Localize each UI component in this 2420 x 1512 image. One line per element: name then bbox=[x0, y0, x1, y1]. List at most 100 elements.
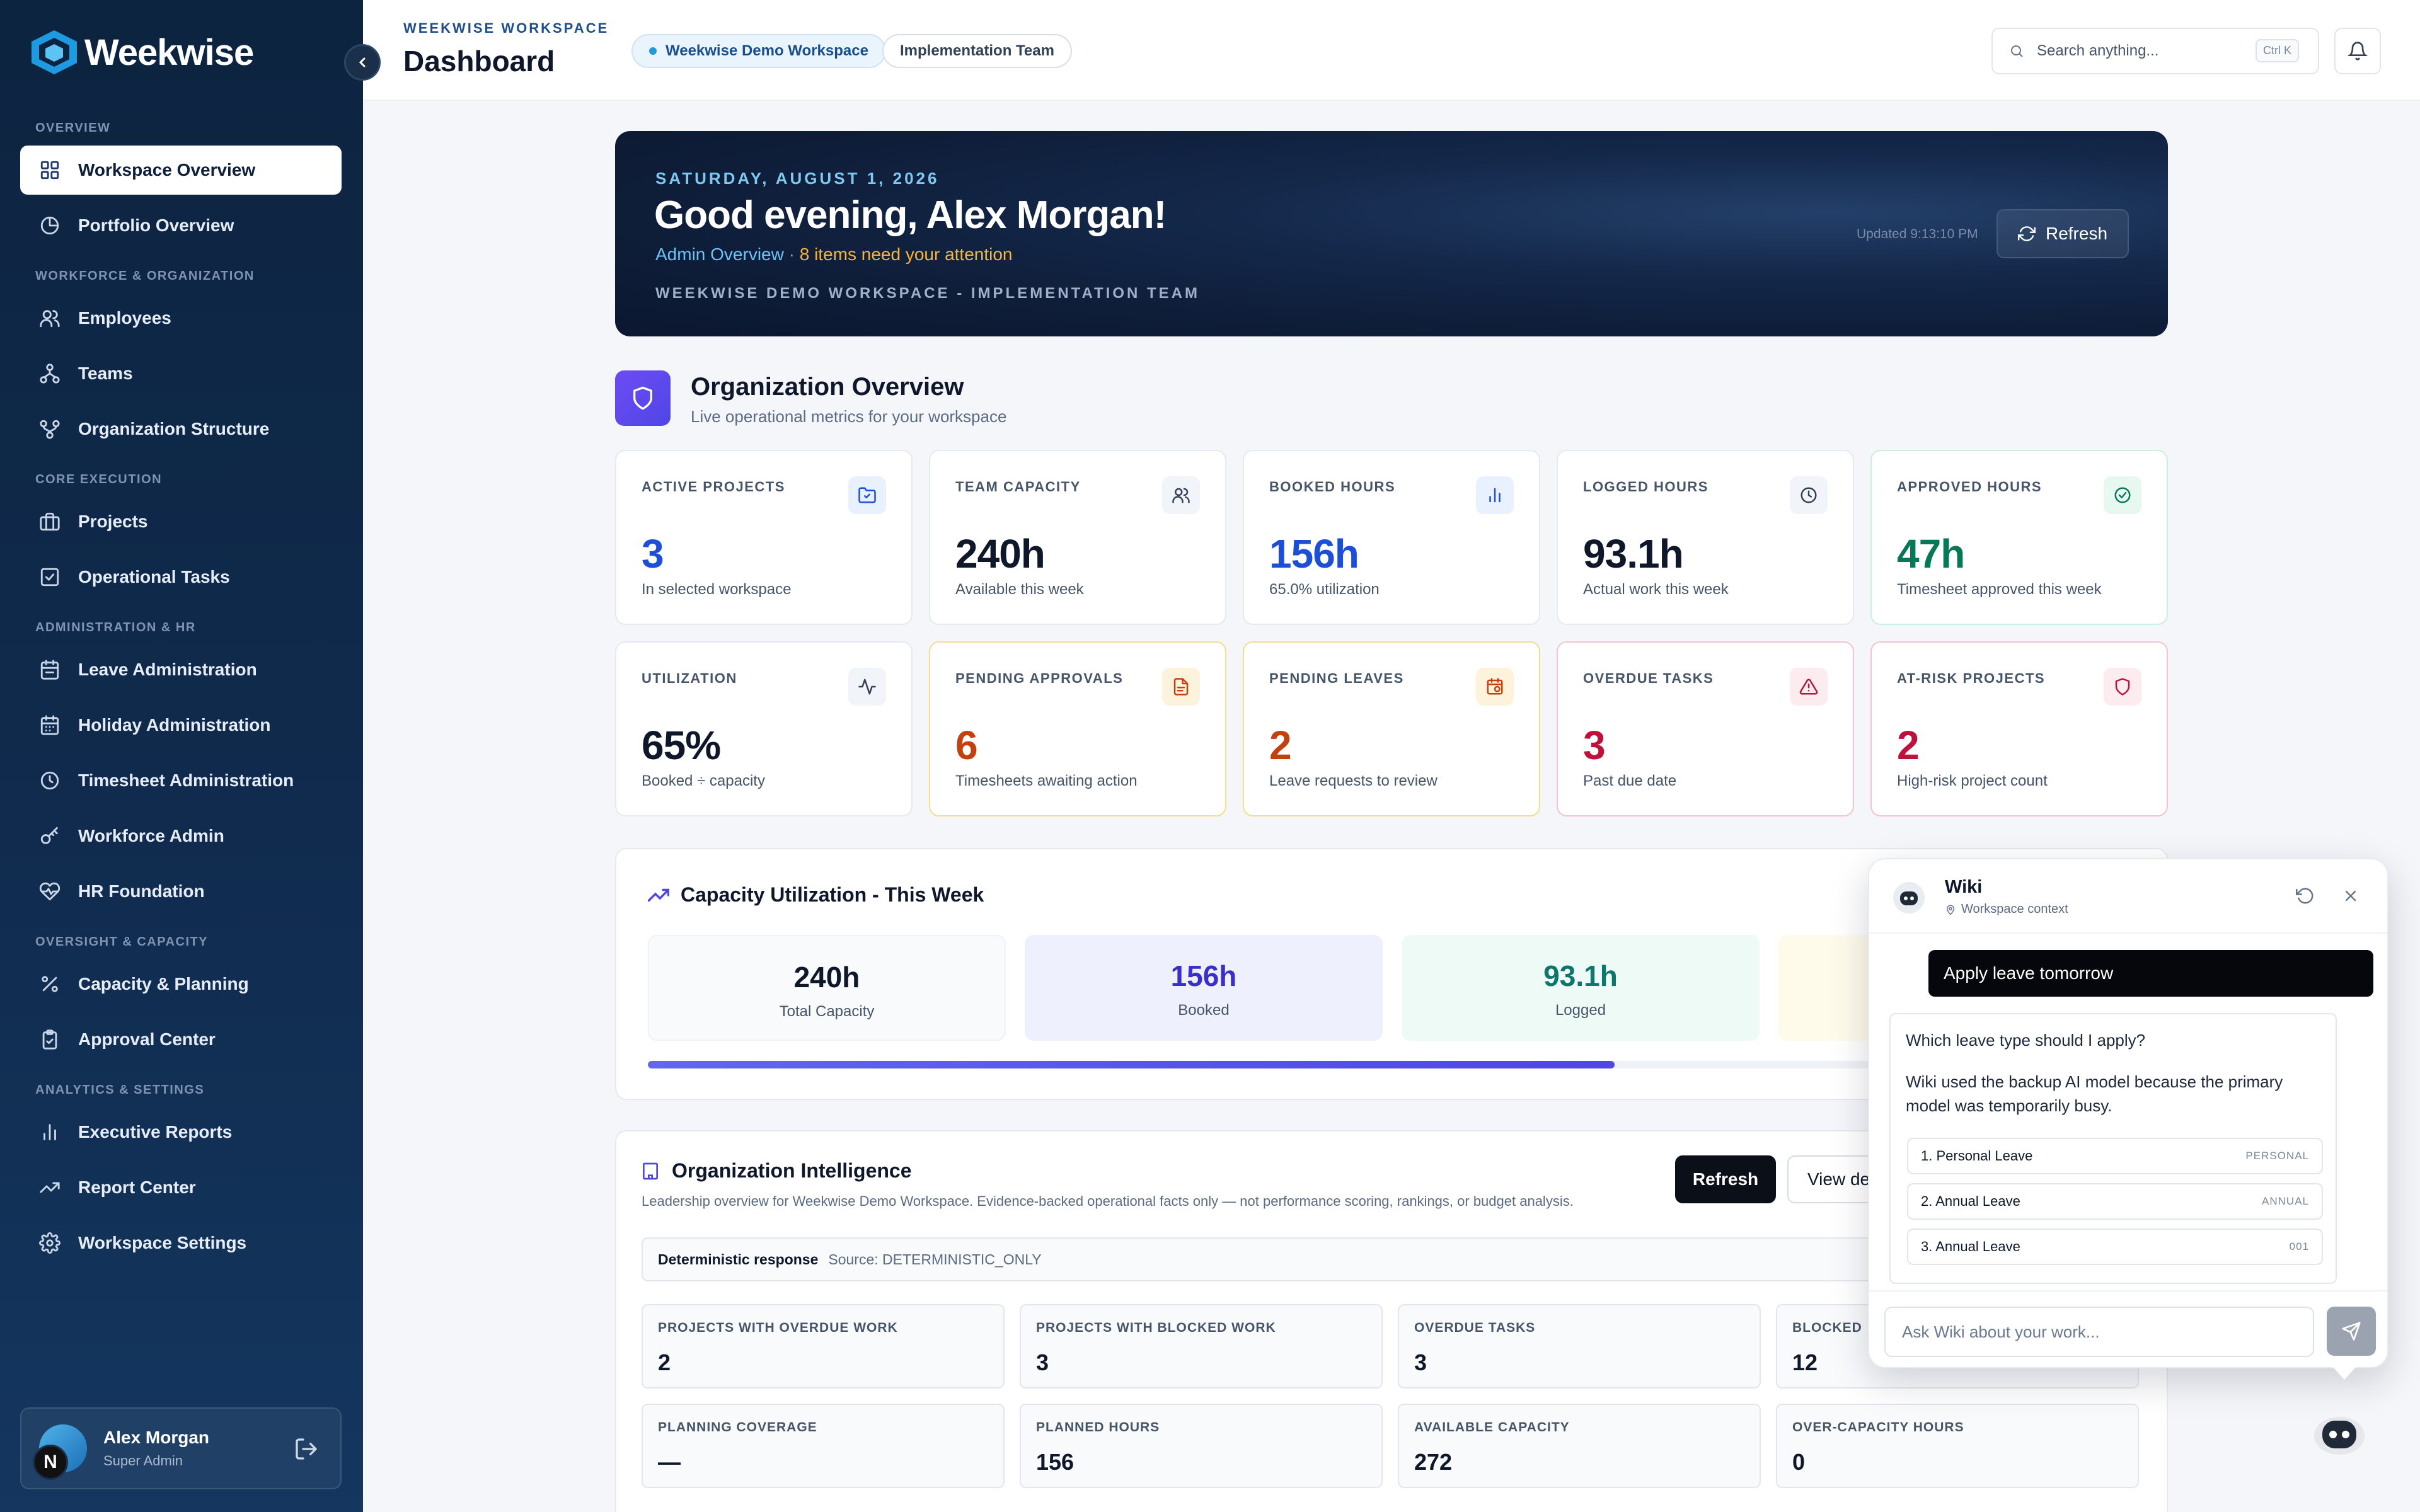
metric-card-booked-hours[interactable]: BOOKED HOURS 156h 65.0% utilization bbox=[1243, 450, 1540, 625]
stat-booked: 156h Booked bbox=[1025, 935, 1383, 1041]
leave-option-label: 3. Annual Leave bbox=[1921, 1239, 2020, 1254]
briefcase-icon bbox=[40, 512, 60, 531]
sidebar-item-employees[interactable]: Employees bbox=[20, 294, 342, 343]
sidebar-item-organization-structure[interactable]: Organization Structure bbox=[20, 404, 342, 454]
metric-label: OVERDUE TASKS bbox=[1414, 1320, 1536, 1335]
sidebar-item-capacity-planning[interactable]: Capacity & Planning bbox=[20, 959, 342, 1009]
stat-logged: 93.1h Logged bbox=[1402, 935, 1760, 1041]
leave-option[interactable]: 1. Personal Leave PERSONAL bbox=[1907, 1138, 2323, 1174]
sidebar-item-executive-reports[interactable]: Executive Reports bbox=[20, 1108, 342, 1157]
avatar: N bbox=[33, 1424, 87, 1480]
stat-value: 93.1h bbox=[1543, 959, 1618, 992]
metric-card-active-projects[interactable]: ACTIVE PROJECTS 3 In selected workspace bbox=[615, 450, 913, 625]
sidebar-item-timesheet-administration[interactable]: Timesheet Administration bbox=[20, 756, 342, 805]
top-bar: WEEKWISE WORKSPACE Dashboard Weekwise De… bbox=[363, 0, 2420, 101]
stat-total-capacity: 240h Total Capacity bbox=[648, 935, 1006, 1041]
sidebar-item-operational-tasks[interactable]: Operational Tasks bbox=[20, 553, 342, 602]
brand-name: Weekwise bbox=[84, 32, 254, 73]
trend-icon bbox=[40, 1182, 60, 1193]
wiki-title: Wiki bbox=[1945, 877, 1983, 897]
metric-label: PLANNING COVERAGE bbox=[658, 1420, 817, 1435]
breadcrumb[interactable]: WEEKWISE WORKSPACE bbox=[403, 20, 609, 36]
weekwise-logo-icon bbox=[32, 30, 77, 74]
overview-title: Organization Overview bbox=[691, 373, 964, 401]
workspace-chip[interactable]: Weekwise Demo Workspace bbox=[631, 34, 886, 68]
send-button[interactable] bbox=[2327, 1307, 2376, 1356]
metric-value: — bbox=[658, 1449, 681, 1475]
brand[interactable]: Weekwise bbox=[29, 29, 254, 76]
card-description: High-risk project count bbox=[1897, 772, 2048, 789]
metric-card-overdue-tasks[interactable]: OVERDUE TASKS 3 Past due date bbox=[1557, 641, 1854, 816]
metric-card-pending-leaves[interactable]: PENDING LEAVES 2 Leave requests to revie… bbox=[1243, 641, 1540, 816]
card-description: In selected workspace bbox=[642, 581, 792, 598]
metric-value: 0 bbox=[1792, 1449, 1806, 1475]
calendar-grid-icon-wrap bbox=[39, 714, 60, 736]
heart-icon bbox=[39, 882, 60, 901]
nav-section-workforce-organization: WORKFORCE & ORGANIZATION bbox=[35, 269, 255, 283]
clock-icon bbox=[40, 771, 59, 790]
utilization-progress-bar bbox=[648, 1061, 2135, 1068]
leave-option[interactable]: 2. Annual Leave ANNUAL bbox=[1907, 1183, 2323, 1220]
card-value: 6 bbox=[955, 723, 978, 768]
notifications-button[interactable] bbox=[2334, 28, 2381, 74]
wiki-chat-input[interactable]: Ask Wiki about your work... bbox=[1884, 1307, 2314, 1357]
org-structure-icon-wrap bbox=[39, 418, 60, 440]
metric-card-utilization[interactable]: UTILIZATION 65% Booked ÷ capacity bbox=[615, 641, 913, 816]
search-input[interactable]: Search anything... Ctrl K bbox=[1991, 28, 2319, 74]
pie-chart-icon bbox=[40, 216, 59, 235]
intelligence-refresh-button[interactable]: Refresh bbox=[1675, 1155, 1776, 1203]
hero-refresh-label: Refresh bbox=[2045, 224, 2108, 243]
leave-option-label: 1. Personal Leave bbox=[1921, 1148, 2033, 1164]
sidebar-item-portfolio-overview[interactable]: Portfolio Overview bbox=[20, 201, 342, 250]
sidebar-item-workforce-admin[interactable]: Workforce Admin bbox=[20, 811, 342, 861]
logout-icon[interactable] bbox=[294, 1436, 319, 1462]
refresh-icon bbox=[2017, 226, 2036, 241]
metric-card-at-risk-projects[interactable]: AT-RISK PROJECTS 2 High-risk project cou… bbox=[1870, 641, 2168, 816]
chevron-left-icon bbox=[359, 57, 366, 67]
sidebar-item-report-center[interactable]: Report Center bbox=[20, 1163, 342, 1212]
card-label: BOOKED HOURS bbox=[1269, 479, 1396, 495]
collapse-sidebar-button[interactable] bbox=[344, 44, 381, 81]
card-description: Past due date bbox=[1583, 772, 1677, 789]
card-label: OVERDUE TASKS bbox=[1583, 670, 1714, 686]
admin-overview-link[interactable]: Admin Overview bbox=[655, 244, 784, 264]
hero-refresh-button[interactable]: Refresh bbox=[1997, 209, 2129, 258]
sidebar-item-label: Workspace Overview bbox=[78, 160, 256, 180]
sidebar-item-workspace-overview[interactable]: Workspace Overview bbox=[20, 146, 342, 195]
user-message: Apply leave tomorrow bbox=[1928, 950, 2373, 997]
leave-option-tag: PERSONAL bbox=[2245, 1150, 2309, 1162]
card-icon bbox=[1790, 476, 1828, 514]
sidebar-item-approval-center[interactable]: Approval Center bbox=[20, 1015, 342, 1064]
metric-card-logged-hours[interactable]: LOGGED HOURS 93.1h Actual work this week bbox=[1557, 450, 1854, 625]
assistant-question: Which leave type should I apply? bbox=[1906, 1031, 2146, 1050]
dashboard-icon bbox=[40, 161, 59, 180]
sidebar-item-workspace-settings[interactable]: Workspace Settings bbox=[20, 1218, 342, 1268]
metric-card-approved-hours[interactable]: APPROVED HOURS 47h Timesheet approved th… bbox=[1870, 450, 2168, 625]
hero-separator: · bbox=[783, 244, 800, 264]
sidebar-item-label: Report Center bbox=[78, 1177, 196, 1197]
wiki-reset-button[interactable] bbox=[2293, 883, 2318, 908]
metric-card-team-capacity[interactable]: TEAM CAPACITY 240h Available this week bbox=[929, 450, 1226, 625]
team-chip[interactable]: Implementation Team bbox=[882, 34, 1072, 68]
sidebar-item-hr-foundation[interactable]: HR Foundation bbox=[20, 867, 342, 916]
metric-card-pending-approvals[interactable]: PENDING APPROVALS 6 Timesheets awaiting … bbox=[929, 641, 1226, 816]
sidebar-item-holiday-administration[interactable]: Holiday Administration bbox=[20, 701, 342, 750]
card-description: Actual work this week bbox=[1583, 581, 1729, 598]
wiki-close-button[interactable] bbox=[2338, 883, 2363, 908]
attention-link[interactable]: 8 items need your attention bbox=[799, 244, 1013, 264]
intelligence-description: Leadership overview for Weekwise Demo Wo… bbox=[642, 1193, 1574, 1209]
metric-label: OVER-CAPACITY HOURS bbox=[1792, 1420, 1964, 1435]
user-card[interactable]: N Alex Morgan Super Admin bbox=[20, 1407, 342, 1489]
key-icon-wrap bbox=[39, 825, 60, 847]
reset-icon bbox=[2296, 888, 2313, 904]
wiki-launcher-button[interactable] bbox=[2309, 1405, 2370, 1459]
sidebar-item-teams[interactable]: Teams bbox=[20, 349, 342, 398]
users-icon-wrap bbox=[39, 307, 60, 329]
sidebar-item-projects[interactable]: Projects bbox=[20, 497, 342, 546]
dashboard-icon-wrap bbox=[39, 159, 60, 181]
sidebar-item-leave-administration[interactable]: Leave Administration bbox=[20, 645, 342, 694]
card-icon bbox=[848, 668, 886, 706]
search-placeholder: Search anything... bbox=[2037, 42, 2159, 59]
network-icon bbox=[40, 364, 60, 384]
leave-option[interactable]: 3. Annual Leave 001 bbox=[1907, 1228, 2323, 1265]
